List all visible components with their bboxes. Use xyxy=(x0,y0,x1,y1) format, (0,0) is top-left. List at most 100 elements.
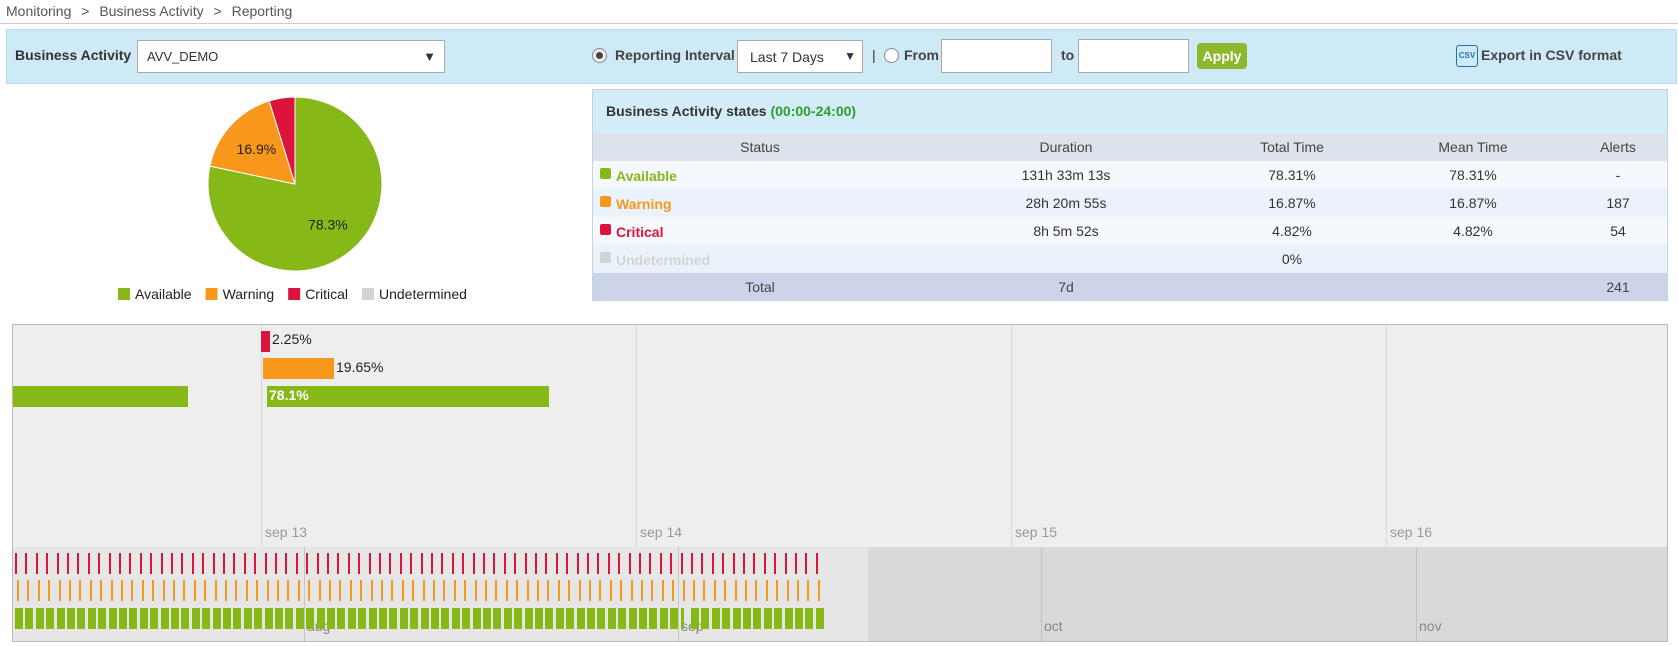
overview-tick-critical xyxy=(327,553,329,574)
overview-tick-critical xyxy=(316,553,319,574)
overview-tick-critical xyxy=(67,553,69,574)
overview-tick-warning xyxy=(235,580,238,601)
overview-tick-warning xyxy=(318,580,321,601)
csv-icon[interactable]: CSV xyxy=(1456,45,1478,67)
bar-label: 2.25% xyxy=(272,331,312,347)
overview-tick-critical xyxy=(545,553,548,574)
overview-tick-available xyxy=(25,608,34,629)
overview-tick-available xyxy=(379,608,387,629)
pie-slice xyxy=(209,100,296,185)
overview-tick-critical xyxy=(254,553,257,574)
table-row xyxy=(593,161,1667,189)
overview-tick-critical xyxy=(420,553,423,574)
bar-warning xyxy=(263,358,334,379)
overview-tick-warning xyxy=(308,580,311,601)
breadcrumb: Monitoring > Business Activity > Reporti… xyxy=(6,3,292,19)
overview-tick-critical xyxy=(139,553,142,574)
overview-tick-warning xyxy=(162,580,165,601)
overview-tick-critical xyxy=(337,553,340,574)
table-cell: 78.31% xyxy=(1268,167,1316,183)
apply-button[interactable]: Apply xyxy=(1197,43,1247,69)
overview-tick-warning xyxy=(557,580,560,601)
overview-tick-available xyxy=(181,608,190,629)
overview-tick-available xyxy=(316,608,325,629)
overview-tick-critical xyxy=(46,553,49,574)
table-header xyxy=(593,90,1667,133)
activity-select[interactable]: AVV_DEMO ▼ xyxy=(137,40,445,73)
overview-tick-critical xyxy=(493,553,496,574)
date-label: sep 14 xyxy=(640,524,683,540)
interval-select[interactable]: Last 7 Days ▼ xyxy=(737,40,863,73)
day-grid-line xyxy=(1011,325,1012,547)
overview-tick-critical xyxy=(56,553,59,574)
status-name: Warning xyxy=(616,196,672,212)
overview-tick-warning xyxy=(745,580,747,601)
crumb: Reporting xyxy=(231,3,293,19)
overview-tick-warning xyxy=(381,580,383,601)
overview-tick-critical xyxy=(451,553,454,574)
overview-tick-warning xyxy=(807,580,810,601)
overview-tick-warning xyxy=(121,580,123,601)
overview-tick-warning xyxy=(609,580,612,601)
overview-tick-critical xyxy=(628,553,631,574)
crumb[interactable]: Monitoring xyxy=(6,3,72,19)
month-line xyxy=(1041,547,1042,641)
overview-tick-warning xyxy=(817,580,820,601)
overview-tick-critical xyxy=(711,553,714,574)
overview-tick-critical xyxy=(566,553,569,574)
table-cell: 131h 33m 13s xyxy=(1021,167,1111,183)
overview-tick-critical xyxy=(514,553,517,574)
overview-tick-warning xyxy=(287,580,290,601)
activity-value: AVV_DEMO xyxy=(147,49,219,64)
legend-label: Warning xyxy=(223,286,275,302)
day-grid-line xyxy=(636,325,637,547)
overview-tick-available xyxy=(87,608,96,629)
overview-tick-available xyxy=(732,608,741,629)
export-link[interactable]: Export in CSV format xyxy=(1481,47,1622,63)
overview-tick-available xyxy=(784,608,793,629)
overview-tick-warning xyxy=(547,580,550,601)
overview-tick-available xyxy=(264,608,273,629)
overview-tick-warning xyxy=(651,580,654,601)
dropdown-arrow: ▼ xyxy=(423,49,436,64)
overview-tick-available xyxy=(306,608,315,629)
overview-tick-warning xyxy=(17,580,19,601)
overview-tick-warning xyxy=(131,580,134,601)
overview-tick-available xyxy=(150,608,159,629)
to-input[interactable] xyxy=(1078,39,1189,73)
status-swatch xyxy=(600,224,611,235)
dropdown-arrow: ▼ xyxy=(844,49,856,63)
overview-tick-critical xyxy=(483,553,485,574)
overview-tick-warning xyxy=(339,580,342,601)
overview-tick-critical xyxy=(108,553,111,574)
overview-tick-critical xyxy=(815,553,818,574)
from-input[interactable] xyxy=(941,39,1052,73)
overview-tick-warning xyxy=(495,580,498,601)
overview-tick-critical xyxy=(306,553,309,574)
radio-from[interactable] xyxy=(884,48,899,63)
overview-tick-available xyxy=(129,608,138,629)
legend-swatch xyxy=(361,288,374,300)
legend-label: Undetermined xyxy=(379,286,467,302)
overview-tick-critical xyxy=(732,553,735,574)
overview-tick-available xyxy=(160,608,169,629)
overview-tick-warning xyxy=(245,580,248,601)
overview-tick-critical xyxy=(576,553,579,574)
overview-tick-critical xyxy=(524,553,527,574)
radio-interval[interactable] xyxy=(592,48,607,63)
to-label: to xyxy=(1061,47,1075,63)
crumb[interactable]: Business Activity xyxy=(99,3,204,19)
overview-tick-critical xyxy=(233,553,236,574)
overview-tick-warning xyxy=(412,580,415,601)
divider-text: | xyxy=(872,47,876,63)
legend-swatch xyxy=(288,288,301,300)
divider xyxy=(0,23,1678,24)
overview-tick-warning xyxy=(391,580,394,601)
table-cell: 16.87% xyxy=(1449,195,1497,211)
overview-tick-critical xyxy=(35,553,38,574)
overview-tick-warning xyxy=(734,580,737,601)
overview-tick-critical xyxy=(295,553,298,574)
crumb-separator: > xyxy=(213,3,222,19)
overview-tick-critical xyxy=(649,553,652,574)
overview-tick-critical xyxy=(535,553,537,574)
